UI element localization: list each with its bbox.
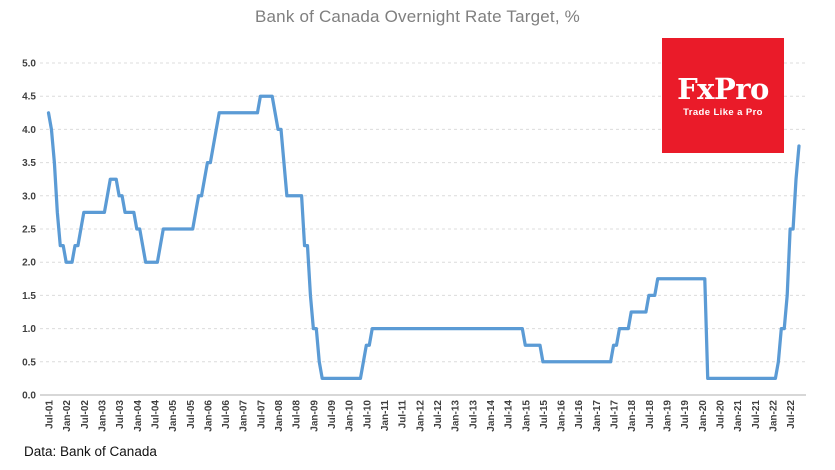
x-tick-label: Jan-22 — [768, 400, 779, 432]
x-tick-label: Jul-19 — [680, 400, 691, 429]
fxpro-logo-tagline: Trade Like a Pro — [683, 106, 763, 118]
x-tick-label: Jan-05 — [168, 400, 179, 432]
x-tick-label: Jan-11 — [380, 400, 391, 432]
x-tick-label: Jul-08 — [292, 400, 303, 429]
data-source-note: Data: Bank of Canada — [24, 444, 157, 459]
x-tick-label: Jan-12 — [415, 400, 426, 432]
x-tick-label: Jul-18 — [645, 400, 656, 429]
rate-line-series — [46, 94, 801, 381]
y-tick-label: 4.5 — [22, 92, 36, 103]
x-tick-label: Jan-14 — [486, 400, 497, 432]
x-tick-label: Jul-22 — [786, 400, 797, 429]
x-tick-label: Jan-06 — [203, 400, 214, 432]
y-tick-label: 3.5 — [22, 158, 36, 169]
y-axis-labels: 0.0 0.5 1.0 1.5 2.0 2.5 3.0 3.5 4.0 4.5 5.0 — [22, 59, 36, 402]
y-tick-label: 4.0 — [22, 125, 36, 136]
fxpro-logo-wordmark: FxPro — [677, 71, 769, 106]
x-tick-label: Jul-09 — [327, 400, 338, 429]
x-tick-label: Jan-10 — [345, 400, 356, 432]
y-tick-label: 1.5 — [22, 291, 36, 302]
x-tick-label: Jan-07 — [239, 400, 250, 432]
y-tick-label: 1.0 — [22, 324, 36, 335]
x-tick-label: Jul-11 — [398, 400, 409, 429]
fxpro-logo: FxPro Trade Like a Pro — [662, 38, 784, 153]
x-tick-label: Jan-17 — [592, 400, 603, 432]
x-tick-label: Jan-03 — [97, 400, 108, 432]
x-tick-label: Jul-17 — [610, 400, 621, 429]
x-tick-label: Jul-05 — [186, 400, 197, 429]
x-tick-label: Jan-18 — [627, 400, 638, 432]
y-tick-label: 5.0 — [22, 59, 36, 70]
y-tick-label: 3.0 — [22, 191, 36, 202]
x-tick-label: Jul-15 — [539, 400, 550, 429]
x-tick-label: Jul-07 — [256, 400, 267, 429]
y-tick-label: 2.5 — [22, 225, 36, 236]
y-tick-label: 2.0 — [22, 258, 36, 269]
x-tick-label: Jul-04 — [150, 400, 161, 429]
x-tick-label: Jul-03 — [115, 400, 126, 429]
x-tick-label: Jan-15 — [521, 400, 532, 432]
y-tick-label: 0.0 — [22, 391, 36, 402]
x-tick-label: Jul-14 — [504, 400, 515, 429]
x-tick-label: Jul-02 — [80, 400, 91, 429]
x-tick-label: Jul-13 — [468, 400, 479, 429]
x-tick-label: Jul-12 — [433, 400, 444, 429]
x-tick-label: Jan-04 — [133, 400, 144, 432]
x-tick-label: Jan-02 — [62, 400, 73, 432]
x-tick-label: Jan-13 — [451, 400, 462, 432]
x-tick-label: Jul-20 — [716, 400, 727, 429]
x-tick-label: Jul-16 — [574, 400, 585, 429]
x-tick-label: Jan-16 — [557, 400, 568, 432]
x-tick-label: Jul-10 — [362, 400, 373, 429]
x-tick-label: Jan-09 — [309, 400, 320, 432]
x-tick-label: Jan-20 — [698, 400, 709, 432]
y-tick-label: 0.5 — [22, 357, 36, 368]
x-axis-labels: Jul-01 Jan-02 Jul-02 Jan-03 Jul-03 Jan-04 Jul-… — [45, 400, 798, 432]
x-tick-label: Jul-01 — [45, 400, 56, 429]
x-tick-label: Jul-21 — [751, 400, 762, 429]
x-tick-label: Jan-19 — [663, 400, 674, 432]
x-tick-label: Jan-08 — [274, 400, 285, 432]
chart-title: Bank of Canada Overnight Rate Target, % — [254, 7, 580, 26]
x-tick-label: Jan-21 — [733, 400, 744, 432]
x-tick-label: Jul-06 — [221, 400, 232, 429]
